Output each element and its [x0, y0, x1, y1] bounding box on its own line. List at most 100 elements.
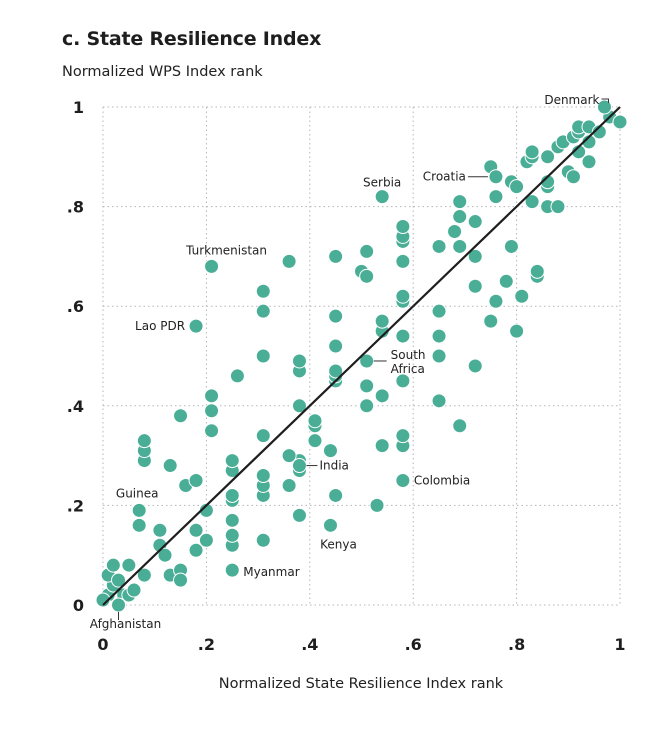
x-axis-label: Normalized State Resilience Index rank: [218, 676, 504, 692]
x-tick-label: .4: [301, 635, 318, 654]
data-point: [255, 303, 271, 319]
data-point: [483, 313, 499, 329]
annotation-afghanistan: Afghanistan: [90, 617, 161, 631]
data-point-kenya: [322, 517, 338, 533]
x-tick-label: 0: [97, 635, 108, 654]
data-point: [395, 328, 411, 344]
data-point: [431, 328, 447, 344]
data-point-croatia: [488, 169, 504, 185]
data-point: [204, 388, 220, 404]
annotation-denmark: Denmark: [544, 93, 599, 107]
data-point: [395, 373, 411, 389]
data-point: [224, 512, 240, 528]
data-point: [328, 363, 344, 379]
data-point: [328, 338, 344, 354]
data-point-denmark: [596, 99, 612, 115]
data-point: [224, 527, 240, 543]
data-point: [395, 253, 411, 269]
data-points: [95, 99, 628, 613]
grid: [102, 106, 621, 606]
data-point: [173, 572, 189, 588]
x-tick-label: 1: [614, 635, 625, 654]
data-point: [198, 532, 214, 548]
data-point: [255, 532, 271, 548]
data-point: [452, 209, 468, 225]
data-point: [105, 557, 121, 573]
data-point: [524, 194, 540, 210]
x-tick-label: .2: [198, 635, 215, 654]
reference-line: [102, 106, 621, 606]
data-point-serbia: [374, 189, 390, 205]
data-point: [188, 522, 204, 538]
data-point: [395, 428, 411, 444]
data-point: [229, 368, 245, 384]
data-point: [307, 433, 323, 449]
annotations: Denmark Croatia Serbia Turkmenistan Lao PDR S…: [90, 93, 609, 631]
data-point-afghanistan: [111, 597, 127, 613]
data-point: [591, 124, 607, 140]
data-point: [374, 438, 390, 454]
y-tick-label: 1: [73, 98, 84, 117]
data-point: [359, 268, 375, 284]
data-point: [328, 248, 344, 264]
data-point: [488, 293, 504, 309]
data-point: [452, 418, 468, 434]
data-point: [224, 487, 240, 503]
annotation-turkmenistan: Turkmenistan: [185, 243, 267, 257]
data-point: [581, 134, 597, 150]
data-point: [328, 308, 344, 324]
annotation-serbia: Serbia: [363, 176, 401, 190]
data-point: [467, 358, 483, 374]
annotation-kenya: Kenya: [320, 537, 357, 551]
data-point: [255, 348, 271, 364]
annotation-lao-pdr: Lao PDR: [135, 319, 185, 333]
data-point: [431, 303, 447, 319]
data-point: [571, 144, 587, 160]
data-point: [111, 572, 127, 588]
data-point: [198, 502, 214, 518]
annotation-myanmar: Myanmar: [243, 565, 299, 579]
data-point: [255, 283, 271, 299]
data-point: [503, 238, 519, 254]
data-point: [136, 433, 152, 449]
chart-title: c. State Resilience Index: [62, 28, 322, 50]
data-point: [524, 144, 540, 160]
data-point: [328, 487, 344, 503]
data-point: [281, 448, 297, 464]
data-point: [152, 522, 168, 538]
data-point-turkmenistan: [204, 258, 220, 274]
data-point: [395, 288, 411, 304]
data-point: [131, 517, 147, 533]
y-tick-label: .6: [67, 297, 84, 316]
data-point-myanmar: [224, 562, 240, 578]
data-point: [255, 428, 271, 444]
y-tick-label: .4: [67, 397, 84, 416]
y-tick-label: 0: [73, 596, 84, 615]
annotation-croatia: Croatia: [423, 170, 466, 184]
data-point: [204, 403, 220, 419]
data-point: [467, 214, 483, 230]
data-point: [431, 238, 447, 254]
leader-line-denmark: [601, 98, 609, 103]
data-point: [281, 477, 297, 493]
data-point: [224, 453, 240, 469]
data-point: [514, 288, 530, 304]
data-point-colombia: [395, 473, 411, 488]
data-point-india: [291, 458, 307, 474]
data-point: [431, 348, 447, 364]
data-point: [359, 243, 375, 259]
data-point: [529, 263, 545, 279]
data-point: [509, 179, 525, 195]
data-point: [281, 253, 297, 269]
data-point: [540, 174, 556, 190]
data-point: [452, 238, 468, 254]
data-point: [374, 388, 390, 404]
data-point: [188, 542, 204, 558]
data-point: [565, 169, 581, 185]
annotation-colombia: Colombia: [414, 474, 470, 488]
data-point: [136, 567, 152, 583]
data-point: [581, 154, 597, 170]
data-point: [509, 323, 525, 339]
y-tick-label: .2: [67, 496, 84, 515]
data-point: [204, 423, 220, 439]
